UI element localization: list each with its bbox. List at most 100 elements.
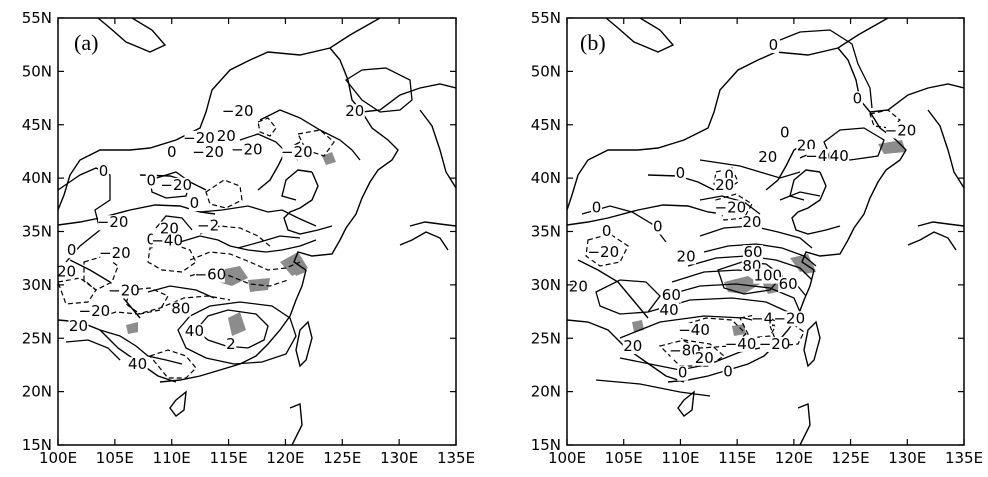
contour-label-bg: [714, 177, 735, 193]
contour-label-bg: [127, 357, 148, 373]
contour-label-bg: [767, 38, 779, 54]
contour-label-bg: [588, 245, 618, 261]
contour-label: −20: [160, 176, 192, 194]
x-tick-label: 115E: [210, 449, 248, 467]
panel-a-ticks: 100E 105E 110E 115E 120E 125E 130E 135E 55N 50N 45…: [22, 9, 475, 467]
contour-label: 20: [160, 220, 179, 238]
contour-label-bg: [753, 268, 783, 284]
contour-label: −60: [195, 266, 227, 284]
x-tick-label: 105E: [96, 449, 134, 467]
contour-label: −20: [108, 282, 140, 300]
contour-label: −20: [759, 335, 791, 353]
contour-label: 0: [724, 166, 734, 184]
contour-label: 0: [99, 162, 109, 180]
x-tick-label: 125E: [832, 449, 870, 467]
contour-label-bg: [100, 246, 130, 262]
contour-label: 0: [167, 143, 177, 161]
x-tick-label: 130E: [888, 449, 926, 467]
contour-label: 40: [830, 147, 849, 165]
x-tick-label: 115E: [718, 449, 756, 467]
contour-label-bg: [184, 130, 214, 146]
contour-label-bg: [282, 144, 312, 160]
contour-label: 40: [185, 322, 204, 340]
contour-label-bg: [66, 242, 78, 258]
x-tick-label: 125E: [323, 449, 361, 467]
y-tick-label: 55N: [22, 9, 52, 27]
panel-b-frame: [566, 17, 965, 446]
panel-a-frame: [57, 17, 457, 446]
contour-label-bg: [659, 302, 680, 318]
panel-a-significance-shading: [126, 152, 336, 336]
y-tick-label: 30N: [22, 276, 52, 294]
contour-label-bg: [741, 215, 762, 231]
contour-label: −20: [885, 121, 917, 139]
y-tick-label: 50N: [531, 62, 561, 80]
contour-label-bg: [670, 343, 700, 359]
y-tick-label: 25N: [22, 329, 52, 347]
panel-a-label: (a): [74, 30, 98, 55]
x-tick-label: 110E: [153, 449, 191, 467]
contour-label: 20: [623, 337, 642, 355]
panel-b-label: (b): [580, 30, 606, 55]
contour-label: 100: [753, 267, 782, 285]
y-tick-label: 20N: [531, 383, 561, 401]
contour-label: 20: [69, 317, 88, 335]
panel-b-ticks: 100E 105E 110E 115E 120E 125E 130E 135E 55N 50N 45…: [531, 9, 983, 467]
contour-label: 20: [677, 247, 696, 265]
contour-label-bg: [188, 196, 200, 212]
contour-label-bg: [97, 163, 109, 179]
contour-label: 80: [171, 300, 190, 318]
contour-label: 0: [146, 230, 156, 248]
contour-label-bg: [694, 350, 715, 366]
y-tick-label: 25N: [531, 329, 561, 347]
contour-label: 20: [217, 127, 236, 145]
contour-label-bg: [752, 311, 773, 327]
x-tick-label: 100E: [39, 449, 77, 467]
contour-label-bg: [170, 301, 191, 317]
contour-label-bg: [159, 221, 180, 237]
y-tick-label: 20N: [22, 383, 52, 401]
contour-label-bg: [195, 267, 225, 283]
contour-label: 0: [780, 124, 790, 142]
contour-label: −40: [725, 335, 757, 353]
contour-label: −20: [44, 262, 76, 280]
x-tick-label: 120E: [775, 449, 813, 467]
contour-label-bg: [722, 364, 734, 380]
contour-label: −80: [669, 341, 701, 359]
contour-label: 60: [662, 286, 681, 304]
y-tick-label: 50N: [22, 62, 52, 80]
contour-label: 0: [853, 89, 863, 107]
contour-label: −2: [197, 216, 219, 234]
contour-label-bg: [757, 150, 778, 166]
contour-label: 0: [146, 172, 156, 190]
contour-label: −20: [222, 102, 254, 120]
contour-label-bg: [677, 365, 689, 381]
contour-label: −20: [97, 213, 129, 231]
x-tick-label: 135E: [945, 449, 983, 467]
x-tick-label: 110E: [661, 449, 699, 467]
contour-label-bg: [743, 245, 764, 261]
contour-label-bg: [109, 283, 139, 299]
contour-label-bg: [652, 219, 664, 235]
x-tick-label: 135E: [437, 449, 475, 467]
panel-b-coastline: [567, 18, 964, 445]
contour-label-bg: [225, 336, 237, 352]
contour-label-bg: [161, 177, 191, 193]
y-tick-label: 15N: [531, 436, 561, 454]
contour-label: −20: [79, 302, 111, 320]
contour-label: −20: [192, 143, 224, 161]
contour-label-bg: [726, 336, 756, 352]
contour-label: −20: [231, 141, 263, 159]
contour-label-bg: [166, 144, 178, 160]
contour-label: 0: [602, 222, 612, 240]
contour-label: 60: [779, 275, 798, 293]
contour-label: −20: [281, 143, 313, 161]
contour-label: 0: [678, 364, 688, 382]
x-tick-label: 120E: [266, 449, 304, 467]
contour-label-bg: [829, 149, 850, 165]
contour-label-bg: [622, 339, 643, 355]
contour-label-bg: [193, 144, 223, 160]
